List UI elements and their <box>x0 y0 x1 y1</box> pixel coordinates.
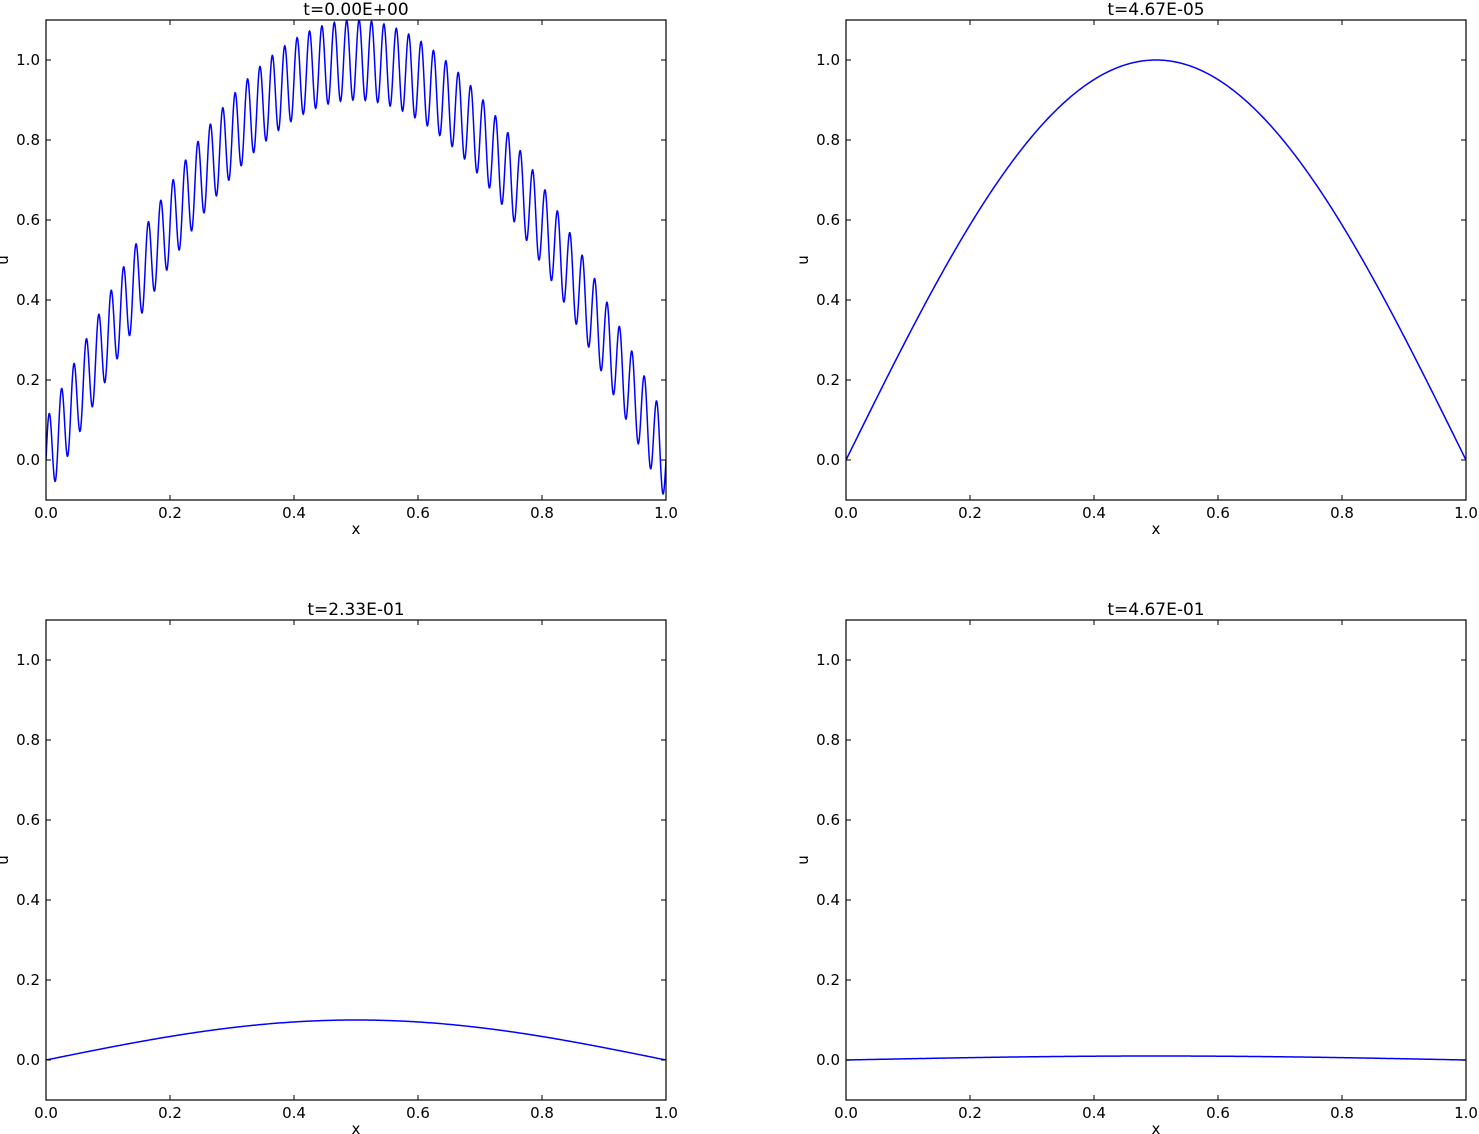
y-tick-label: 0.6 <box>16 211 40 229</box>
y-tick-label: 0.4 <box>16 891 40 909</box>
subplot-3: 0.0 0.2 0.4 0.6 0.8 1.0 0.0 0.2 0.4 0.6 0.8 1.0 t=2.… <box>0 600 678 1134</box>
axes-frame <box>845 619 1467 1101</box>
y-axis-label: u <box>0 855 12 865</box>
x-tick-label: 0.0 <box>34 504 58 522</box>
y-tick-label: 0.2 <box>816 371 840 389</box>
y-tick-label: 0.6 <box>816 811 840 829</box>
x-tick-label: 0.2 <box>958 1104 982 1122</box>
y-tick-label: 0.2 <box>816 971 840 989</box>
x-tick-label: 0.4 <box>282 504 306 522</box>
x-tick-label: 1.0 <box>654 1104 678 1122</box>
y-tick-label: 0.8 <box>16 731 40 749</box>
x-axis-label: x <box>1152 1120 1161 1134</box>
y-tick-label: 0.0 <box>16 1051 40 1069</box>
y-tick-label: 0.4 <box>816 891 840 909</box>
x-tick-label: 0.0 <box>34 1104 58 1122</box>
x-axis-label: x <box>352 520 361 538</box>
x-tick-label: 0.0 <box>834 1104 858 1122</box>
x-tick-label: 0.6 <box>1206 1104 1230 1122</box>
y-tick-label: 0.8 <box>16 131 40 149</box>
y-tick-label: 0.2 <box>16 371 40 389</box>
subplot-4: 0.0 0.2 0.4 0.6 0.8 1.0 0.0 0.2 0.4 0.6 0.8 1.0 t=4.… <box>794 600 1478 1134</box>
x-tick-label: 0.6 <box>406 504 430 522</box>
subplot-2: 0.0 0.2 0.4 0.6 0.8 1.0 0.0 0.2 0.4 0.6 0.8 1.0 t=4.… <box>794 0 1478 538</box>
x-tick-label: 0.4 <box>1082 504 1106 522</box>
y-tick-label: 0.0 <box>816 1051 840 1069</box>
chart-title: t=0.00E+00 <box>303 0 408 20</box>
y-axis-label: u <box>794 255 812 265</box>
x-tick-label: 0.8 <box>1330 1104 1354 1122</box>
x-tick-label: 0.4 <box>282 1104 306 1122</box>
axes-frame <box>845 19 1467 501</box>
x-axis-label: x <box>1152 520 1161 538</box>
x-tick-label: 0.2 <box>958 504 982 522</box>
axes-frame <box>45 19 667 501</box>
x-tick-label: 0.8 <box>530 504 554 522</box>
chart-title: t=4.67E-01 <box>1107 600 1204 620</box>
y-tick-label: 1.0 <box>816 651 840 669</box>
x-tick-label: 1.0 <box>1454 504 1478 522</box>
y-tick-label: 0.2 <box>16 971 40 989</box>
y-tick-label: 0.8 <box>816 131 840 149</box>
series-line <box>46 1019 666 1061</box>
y-tick-label: 0.4 <box>16 291 40 309</box>
y-tick-label: 0.6 <box>16 811 40 829</box>
x-axis-label: x <box>352 1120 361 1134</box>
y-tick-label: 1.0 <box>16 651 40 669</box>
x-tick-label: 1.0 <box>1454 1104 1478 1122</box>
axes-frame <box>45 619 667 1101</box>
series-line <box>846 1055 1466 1061</box>
x-tick-label: 0.8 <box>530 1104 554 1122</box>
y-tick-label: 0.0 <box>816 451 840 469</box>
chart-title: t=4.67E-05 <box>1107 0 1204 20</box>
chart-title: t=2.33E-01 <box>307 600 404 620</box>
y-tick-label: 0.0 <box>16 451 40 469</box>
y-tick-label: 1.0 <box>816 51 840 69</box>
y-axis-label: u <box>794 855 812 865</box>
x-tick-label: 0.8 <box>1330 504 1354 522</box>
y-tick-label: 1.0 <box>16 51 40 69</box>
series-line <box>846 59 1466 461</box>
y-tick-label: 0.4 <box>816 291 840 309</box>
y-tick-label: 0.6 <box>816 211 840 229</box>
x-tick-label: 0.4 <box>1082 1104 1106 1122</box>
subplot-1: 0.0 0.2 0.4 0.6 0.8 1.0 0.0 0.2 0.4 0.6 0.8 1.0 t=0.… <box>0 0 678 538</box>
series-line <box>46 20 666 495</box>
x-tick-label: 1.0 <box>654 504 678 522</box>
y-axis-label: u <box>0 255 12 265</box>
x-tick-label: 0.0 <box>834 504 858 522</box>
x-tick-label: 0.2 <box>158 504 182 522</box>
x-tick-label: 0.6 <box>1206 504 1230 522</box>
x-tick-label: 0.6 <box>406 1104 430 1122</box>
y-tick-label: 0.8 <box>816 731 840 749</box>
x-tick-label: 0.2 <box>158 1104 182 1122</box>
